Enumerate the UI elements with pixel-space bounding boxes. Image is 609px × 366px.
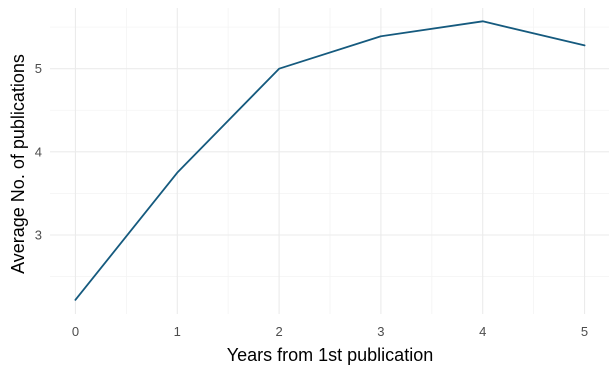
x-tick-label: 4 [479, 324, 486, 339]
x-tick-label: 3 [377, 324, 384, 339]
x-axis-tick-labels: 0 1 2 3 4 5 [72, 324, 588, 339]
data-series [74, 20, 586, 301]
x-tick-label: 1 [174, 324, 181, 339]
y-tick-label: 5 [35, 61, 42, 76]
y-axis-title: Average No. of publications [8, 54, 28, 274]
series-line [74, 20, 586, 301]
major-gridlines [50, 8, 609, 314]
x-axis-title: Years from 1st publication [227, 345, 433, 365]
y-axis-tick-labels: 3 4 5 [35, 61, 42, 242]
x-tick-label: 5 [581, 324, 588, 339]
x-tick-label: 0 [72, 324, 79, 339]
minor-gridlines [50, 8, 609, 314]
x-tick-label: 2 [275, 324, 282, 339]
y-tick-label: 3 [35, 228, 42, 243]
y-tick-label: 4 [35, 144, 42, 159]
